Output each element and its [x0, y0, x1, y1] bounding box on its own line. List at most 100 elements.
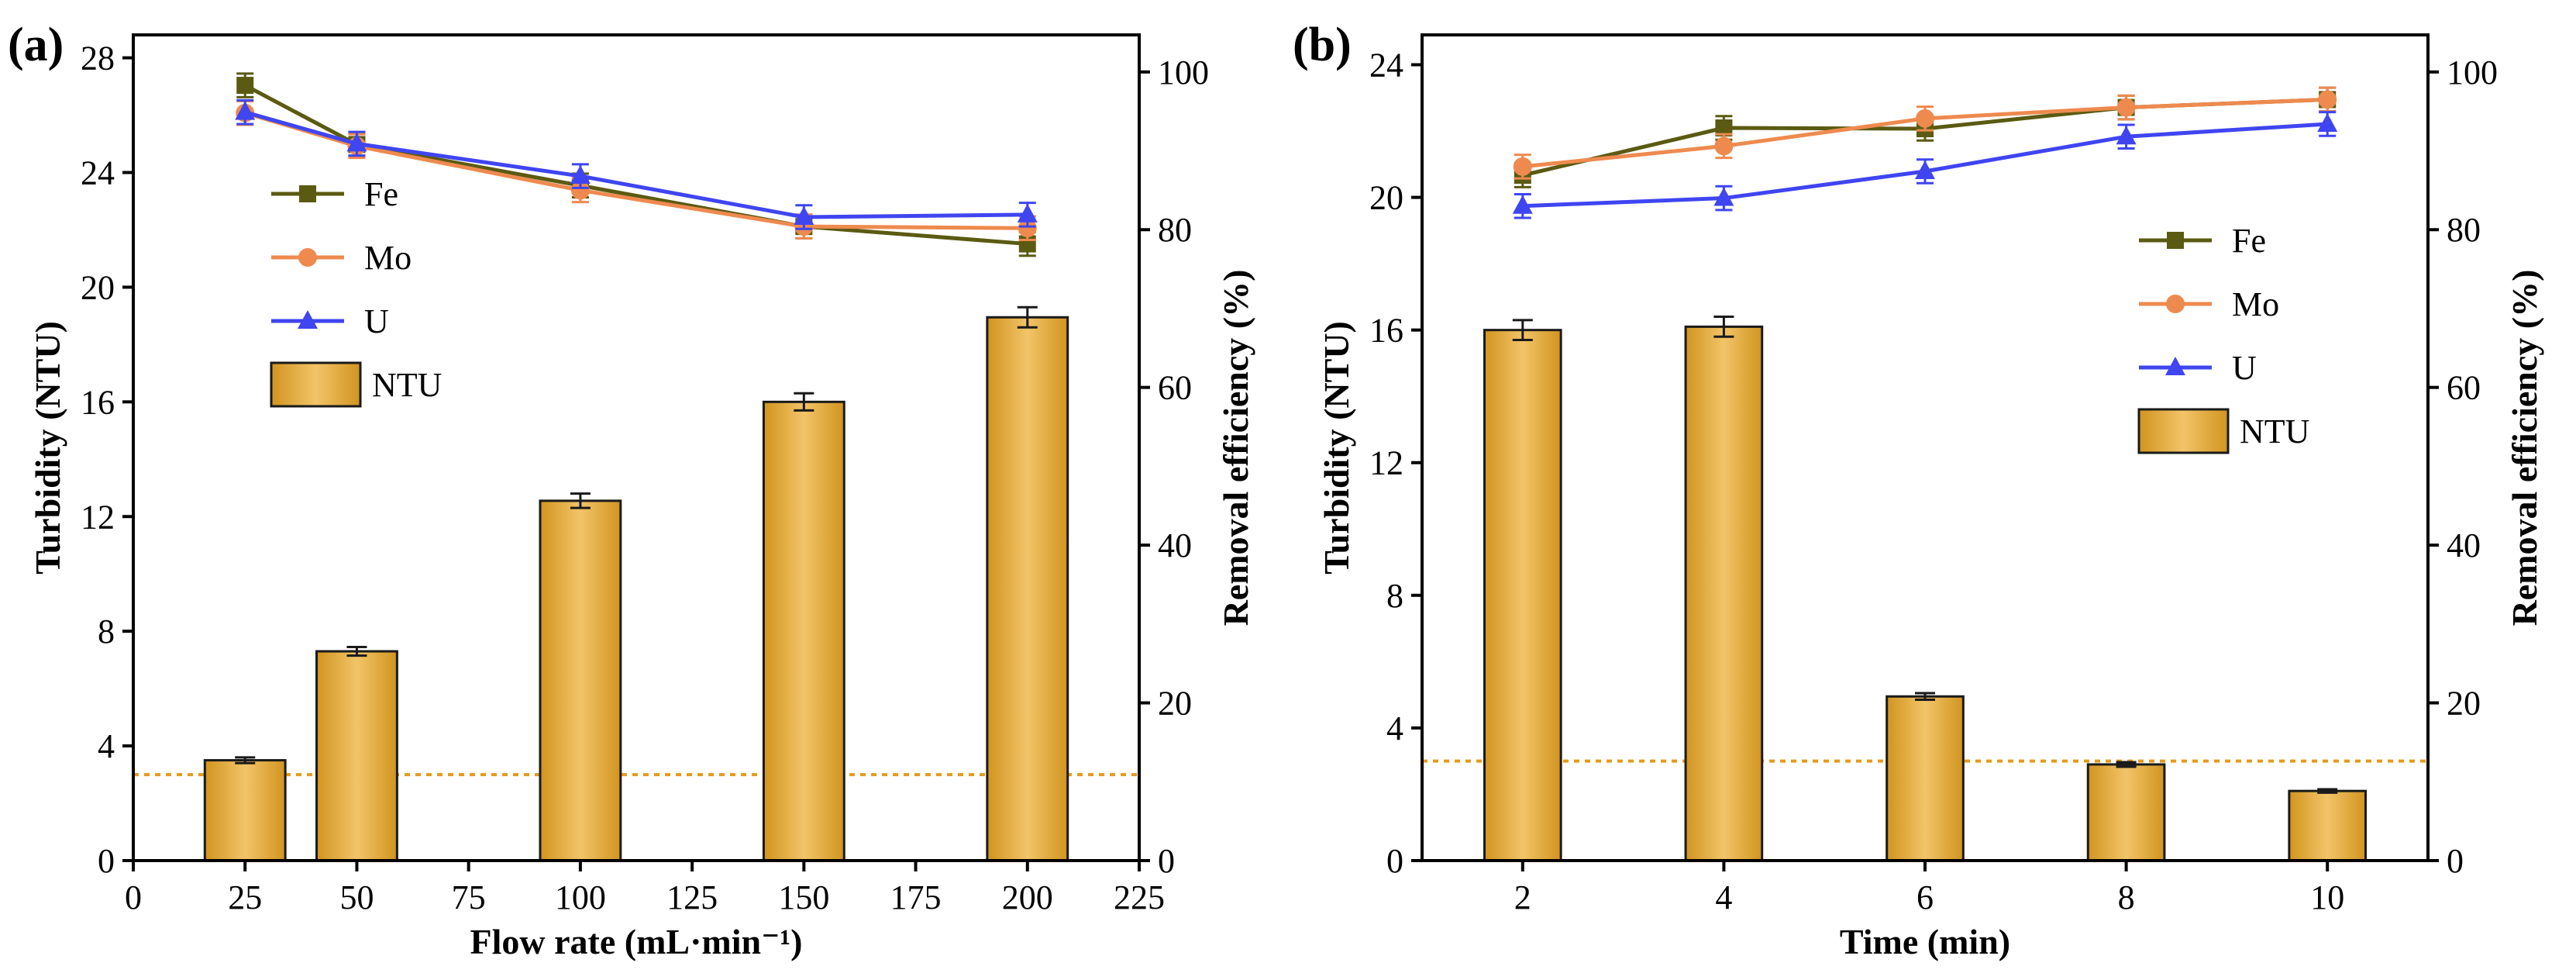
legend-marker	[2167, 232, 2184, 249]
x-tick-label: 25	[228, 878, 262, 916]
x-tick-label: 75	[452, 878, 486, 916]
y-left-tick-label: 4	[98, 727, 115, 765]
data-point	[1513, 157, 1532, 176]
y-right-tick-label: 100	[2447, 53, 2498, 91]
x-tick-label: 10	[2310, 878, 2344, 916]
y-right-tick-label: 100	[1158, 53, 1209, 91]
y-left-tick-label: 12	[1369, 444, 1403, 482]
legend-label: NTU	[372, 366, 442, 404]
series-mo	[1513, 86, 2337, 180]
x-tick-label: 6	[1917, 878, 1934, 916]
series-line	[244, 111, 1028, 230]
y-left-tick-label: 0	[1386, 842, 1403, 880]
bar	[986, 316, 1069, 862]
y-left-axis-label: Turbidity (NTU)	[1317, 321, 1356, 575]
series-mo	[236, 99, 1037, 241]
y-left-tick-label: 24	[81, 154, 115, 192]
legend-label: U	[364, 302, 389, 340]
x-tick-label: 0	[125, 878, 142, 916]
y-left-tick-label: 28	[81, 40, 115, 78]
bar	[2288, 789, 2368, 862]
legend: Fe Mo U NTU	[270, 175, 442, 408]
bar	[1684, 325, 1764, 862]
data-point	[2116, 126, 2137, 145]
y-right-tick-label: 0	[2447, 842, 2464, 880]
x-tick-label: 150	[778, 878, 829, 916]
y-left-tick-label: 24	[1369, 46, 1403, 84]
series-u	[235, 98, 1038, 230]
y-right-tick-label: 40	[1158, 526, 1192, 564]
bar	[2086, 763, 2166, 862]
x-tick-label: 175	[890, 878, 942, 916]
legend-marker	[2166, 295, 2185, 313]
legend-label: Mo	[364, 239, 412, 277]
y-right-tick-label: 80	[1158, 211, 1192, 249]
panel-label: (b)	[1293, 19, 1352, 71]
x-tick-label: 125	[666, 878, 718, 916]
y-left-tick-label: 4	[1386, 709, 1403, 747]
y-left-tick-label: 8	[98, 612, 115, 650]
data-point	[346, 133, 367, 152]
y-right-tick-label: 20	[1158, 685, 1192, 723]
y-right-tick-label: 0	[1158, 842, 1175, 880]
data-point	[2318, 90, 2337, 109]
data-point	[1512, 195, 1533, 214]
data-point	[2317, 112, 2338, 132]
bar	[1886, 695, 1965, 862]
x-tick-label: 2	[1514, 878, 1531, 916]
legend: Fe Mo U NTU	[2137, 222, 2309, 454]
y-left-tick-label: 16	[81, 383, 115, 421]
data-point	[1714, 136, 1734, 156]
data-point	[1017, 203, 1038, 223]
y-right-tick-label: 80	[2447, 211, 2481, 249]
y-right-tick-label: 20	[2447, 685, 2481, 723]
legend-label: Fe	[364, 175, 398, 213]
legend-label: Fe	[2232, 222, 2266, 260]
plot-frame	[132, 33, 1141, 862]
data-point	[570, 181, 590, 200]
data-point	[2116, 98, 2136, 117]
x-tick-label: 8	[2118, 878, 2135, 916]
y-right-axis-label: Removal efficiency (%)	[1216, 270, 1255, 626]
series-line	[244, 110, 1028, 219]
y-left-tick-label: 20	[81, 268, 115, 306]
x-axis-label: Flow rate (mL·min⁻¹)	[470, 922, 803, 961]
data-point	[794, 205, 814, 225]
x-tick-label: 4	[1715, 878, 1732, 916]
legend-marker	[299, 185, 316, 202]
y-left-tick-label: 16	[1369, 312, 1403, 350]
y-right-tick-label: 60	[1158, 369, 1192, 407]
legend-label: Mo	[2232, 285, 2279, 323]
data-point	[1715, 119, 1733, 137]
data-point	[570, 165, 591, 185]
data-point	[1713, 187, 1734, 206]
legend-marker	[2165, 357, 2185, 375]
y-left-axis-label: Turbidity (NTU)	[28, 321, 67, 575]
y-left-tick-label: 12	[81, 498, 115, 536]
x-tick-label: 200	[1002, 878, 1053, 916]
x-tick-label: 100	[555, 878, 606, 916]
series-u	[1512, 111, 2338, 219]
y-left-tick-label: 20	[1369, 179, 1403, 217]
bar	[1483, 329, 1562, 862]
legend-bar-swatch	[2137, 408, 2230, 454]
legend-label: NTU	[2240, 412, 2309, 450]
bar	[539, 499, 622, 862]
legend-marker	[298, 248, 317, 267]
legend-marker	[298, 310, 318, 329]
bar	[315, 650, 398, 862]
legend-bar-swatch	[270, 361, 362, 408]
chart-panel-a: 0 25 50 75 100 125 150 175 200 225048121620242802…	[8, 19, 1255, 961]
y-right-axis-label: Removal efficiency (%)	[2505, 270, 2544, 626]
legend-label: U	[2232, 349, 2257, 387]
y-left-tick-label: 8	[1386, 577, 1403, 615]
x-tick-label: 225	[1114, 878, 1165, 916]
x-tick-label: 50	[339, 878, 374, 916]
y-right-tick-label: 60	[2447, 369, 2481, 407]
data-point	[1915, 160, 1935, 179]
y-right-tick-label: 40	[2447, 526, 2481, 564]
data-point	[236, 77, 254, 95]
series-line	[244, 83, 1028, 247]
